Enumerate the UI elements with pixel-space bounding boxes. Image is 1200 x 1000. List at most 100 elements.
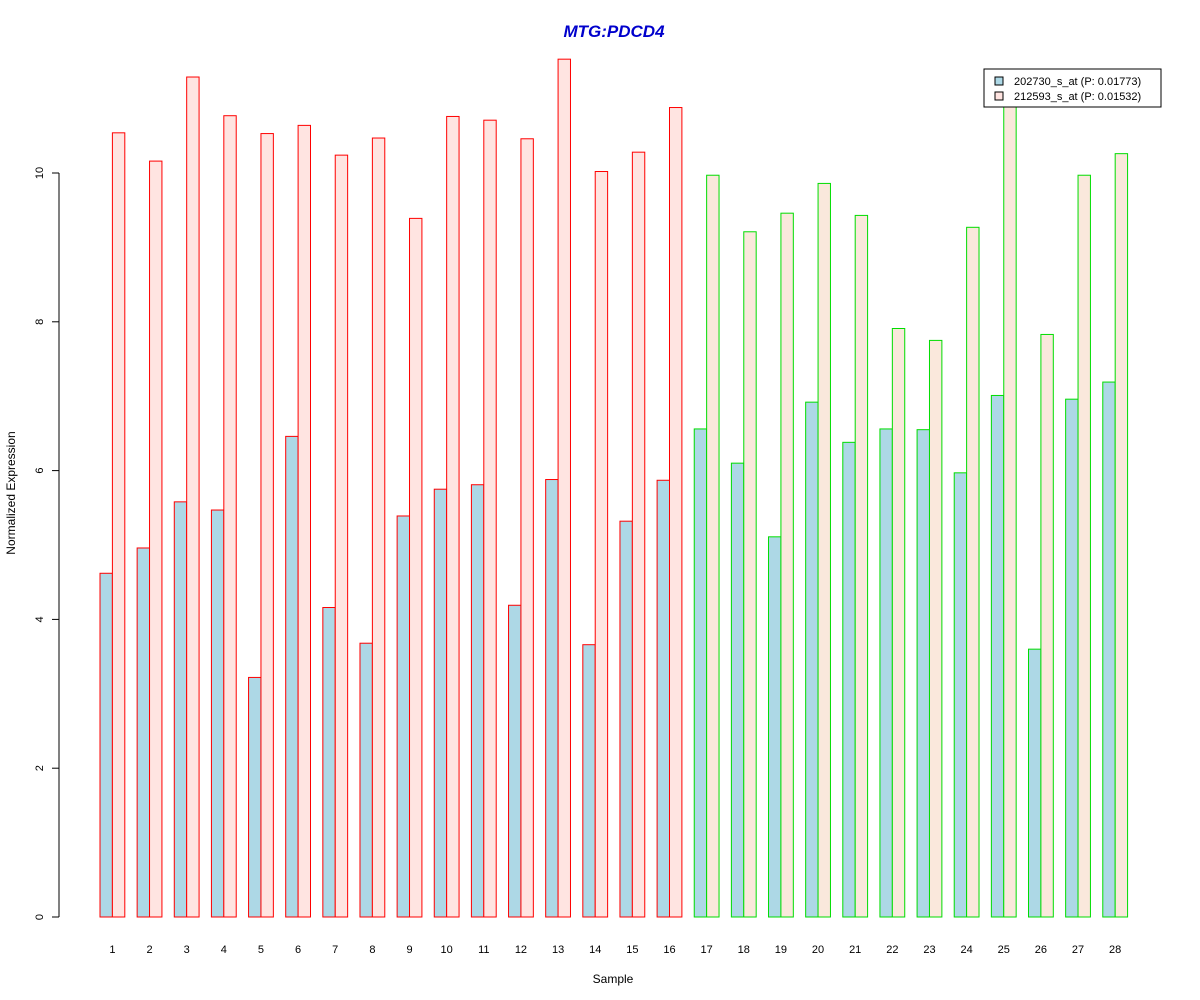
y-tick-label: 8	[34, 319, 46, 325]
legend-label-series-2: 212593_s_at (P: 0.01532)	[1014, 91, 1141, 103]
bar-series2-sample-21	[854, 214, 869, 918]
x-tick-label: 24	[960, 944, 972, 956]
bar-series2-sample-13	[557, 58, 571, 918]
bar-series2-sample-10	[446, 115, 460, 918]
bar-series2-sample-18	[743, 231, 757, 918]
x-tick-label: 23	[923, 944, 935, 956]
bar-series1-sample-14	[582, 644, 596, 918]
bar-series2-sample-14	[594, 171, 609, 918]
x-tick-label: 19	[775, 944, 787, 956]
legend-swatch-series-1	[994, 76, 1004, 86]
x-tick-label: 12	[515, 944, 527, 956]
bar-series2-sample-7	[334, 154, 349, 918]
x-tick-label: 22	[886, 944, 898, 956]
bar-series1-sample-8	[359, 642, 373, 918]
bar-series2-sample-1	[111, 132, 126, 918]
x-tick-label: 6	[295, 944, 301, 956]
x-tick-label: 18	[738, 944, 750, 956]
y-tick-label: 4	[34, 616, 46, 622]
bar-series2-sample-8	[371, 137, 386, 918]
bar-series1-sample-24	[953, 472, 968, 918]
bar-series1-sample-9	[396, 515, 411, 918]
bar-series1-sample-12	[508, 604, 522, 918]
bar-series1-sample-3	[173, 501, 188, 918]
bar-series1-sample-16	[656, 479, 670, 918]
bar-series2-sample-20	[817, 182, 831, 918]
bar-series2-sample-11	[483, 119, 497, 918]
bar-series2-sample-24	[966, 226, 980, 918]
x-tick-label: 2	[146, 944, 152, 956]
bar-series2-sample-23	[928, 339, 943, 918]
bar-series2-sample-9	[409, 217, 423, 918]
y-tick-label: 2	[34, 765, 46, 771]
bar-series2-sample-6	[297, 124, 312, 918]
x-axis-label: Sample	[593, 972, 634, 986]
legend-swatch-series-2	[994, 91, 1004, 101]
bar-series2-sample-2	[149, 160, 163, 918]
bar-series2-sample-28	[1114, 153, 1129, 918]
x-tick-label: 8	[369, 944, 375, 956]
x-tick-label: 21	[849, 944, 861, 956]
x-tick-label: 11	[478, 944, 489, 956]
bar-series2-sample-3	[186, 76, 200, 918]
bar-series1-sample-13	[545, 479, 559, 918]
bar-series2-sample-16	[669, 107, 683, 918]
bar-series1-sample-10	[433, 488, 448, 918]
x-tick-label: 14	[589, 944, 601, 956]
x-tick-label: 15	[626, 944, 638, 956]
y-axis-label: Normalized Expression	[4, 431, 18, 554]
bar-series1-sample-4	[210, 509, 225, 918]
x-tick-label: 27	[1072, 944, 1084, 956]
bar-series1-sample-6	[285, 435, 299, 918]
x-tick-label: 26	[1035, 944, 1047, 956]
x-tick-label: 10	[441, 944, 453, 956]
bar-series1-sample-26	[1028, 648, 1042, 918]
x-tick-label: 3	[184, 944, 190, 956]
bar-series2-sample-15	[631, 151, 646, 918]
bar-series1-sample-17	[693, 428, 708, 918]
bar-series1-sample-15	[619, 520, 633, 918]
bar-series2-sample-27	[1077, 174, 1091, 918]
bar-series2-sample-12	[520, 138, 534, 918]
legend-label-series-1: 202730_s_at (P: 0.01773)	[1014, 76, 1141, 88]
bar-series1-sample-21	[842, 441, 856, 918]
bar-series2-sample-19	[780, 212, 794, 918]
bar-series1-sample-11	[470, 484, 485, 918]
bar-series1-sample-1	[99, 572, 113, 918]
bar-series1-sample-22	[879, 428, 893, 918]
x-tick-label: 7	[332, 944, 338, 956]
bar-series1-sample-20	[805, 401, 819, 918]
bar-series1-sample-7	[322, 607, 336, 918]
y-axis: 0 2 4 6 8 10	[34, 167, 60, 920]
x-tick-label: 28	[1109, 944, 1121, 956]
y-tick-label: 6	[34, 468, 46, 474]
x-tick-label: 5	[258, 944, 264, 956]
x-tick-label: 17	[701, 944, 713, 956]
bar-series1-sample-25	[990, 394, 1005, 918]
bars-group	[99, 58, 1129, 918]
bar-series2-sample-25	[1003, 101, 1017, 918]
bar-series1-sample-19	[768, 536, 782, 918]
y-tick-label: 10	[34, 167, 46, 179]
bar-series1-sample-5	[248, 676, 262, 918]
legend: 202730_s_at (P: 0.01773) 212593_s_at (P:…	[983, 68, 1162, 108]
bar-series2-sample-22	[891, 328, 906, 918]
x-tick-label: 9	[406, 944, 412, 956]
bar-series1-sample-18	[730, 462, 745, 918]
bar-series1-sample-2	[136, 547, 151, 918]
x-tick-label: 4	[221, 944, 227, 956]
bar-series1-sample-23	[916, 429, 930, 918]
bar-series2-sample-26	[1040, 333, 1054, 918]
x-tick-label: 20	[812, 944, 824, 956]
x-tick-label: 1	[109, 944, 115, 956]
bar-series1-sample-28	[1102, 381, 1116, 918]
x-axis: 1 2 3 4 5 6 7 8 9 10 11 12 13 14 15 16 17 18 19 20 21 22 23 24 2…	[109, 944, 1121, 956]
chart-title: MTG:PDCD4	[563, 22, 665, 41]
legend-box	[983, 68, 1162, 108]
bar-series2-sample-17	[706, 174, 720, 918]
bar-series2-sample-4	[223, 115, 237, 918]
bar-series2-sample-5	[260, 133, 274, 918]
x-tick-label: 16	[663, 944, 675, 956]
bar-series1-sample-27	[1065, 398, 1079, 918]
